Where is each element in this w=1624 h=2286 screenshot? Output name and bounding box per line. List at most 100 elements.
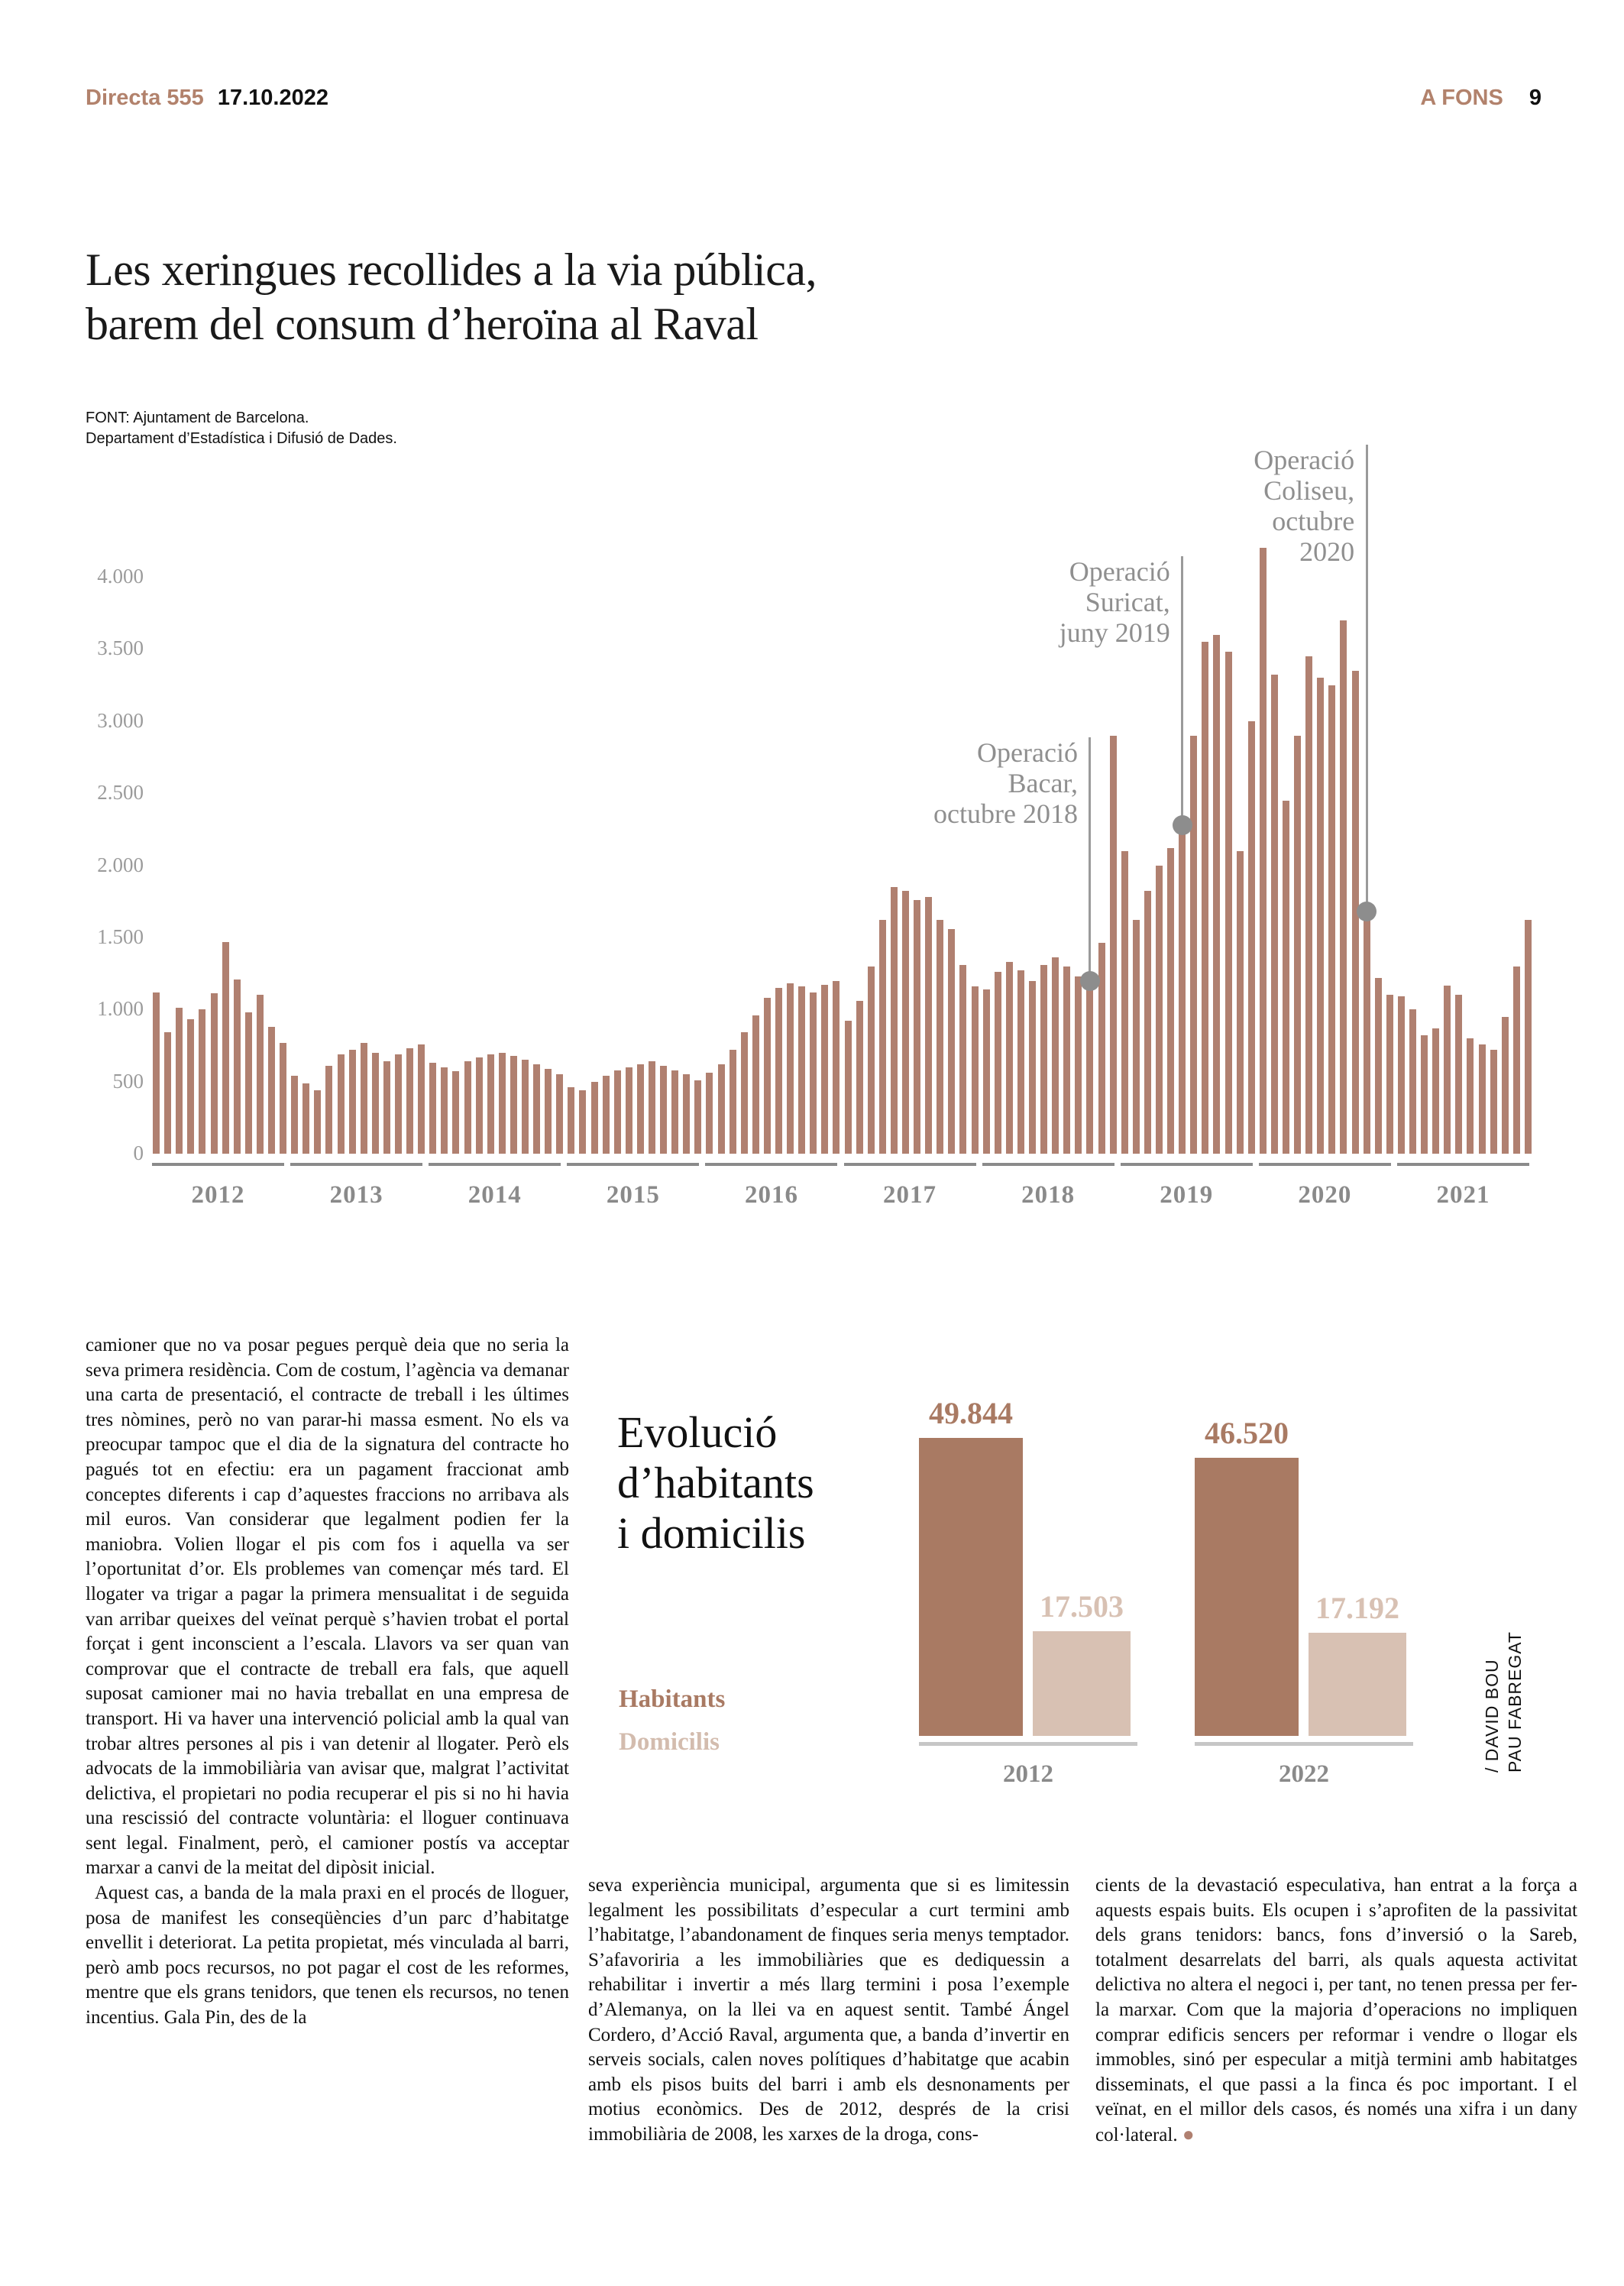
month-bar <box>1512 966 1520 1154</box>
month-bar <box>579 1090 587 1154</box>
article-headline: Les xeringues recollides a la via públic… <box>86 243 1231 351</box>
month-bar <box>475 1057 483 1154</box>
article-column-3: cients de la devastació especulativa, ha… <box>1095 1873 1577 2148</box>
month-bar <box>763 998 771 1154</box>
month-bar <box>1524 920 1532 1154</box>
x-axis-year-segment <box>290 1163 423 1166</box>
month-bar <box>671 1070 679 1154</box>
month-bar <box>1132 920 1140 1154</box>
month-bar <box>210 993 218 1154</box>
month-bar <box>533 1064 541 1154</box>
month-bar <box>510 1055 517 1154</box>
annotation-label-line: juny 2019 <box>1059 617 1170 648</box>
month-bar <box>394 1054 402 1154</box>
x-axis-year-label: 2018 <box>1021 1181 1076 1209</box>
month-bar <box>222 941 229 1154</box>
month-bar <box>244 1012 252 1154</box>
x-axis-year-label: 2012 <box>191 1181 245 1209</box>
month-bar <box>1397 996 1405 1154</box>
annotation-label: Operació Suricat, juny 2019 <box>895 556 1170 648</box>
month-bar <box>418 1044 425 1154</box>
month-bar <box>1144 891 1151 1154</box>
month-bar <box>429 1063 437 1154</box>
mini-title-line-2: d’habitants <box>617 1458 814 1507</box>
month-bar <box>1109 735 1117 1154</box>
month-bar <box>1421 1035 1428 1154</box>
month-bar <box>1179 824 1186 1154</box>
month-bar <box>1490 1050 1497 1154</box>
month-bar <box>1202 641 1209 1154</box>
month-bar <box>383 1061 390 1154</box>
annotation-label: Operació Bacar, octubre 2018 <box>803 737 1078 829</box>
month-bar <box>1283 800 1290 1154</box>
annotation-label-line: Operació <box>1069 556 1170 587</box>
month-bar <box>452 1071 460 1154</box>
y-axis-tick-label: 1.000 <box>97 997 144 1021</box>
credit-line-2: PAU FABREGAT <box>1505 1631 1525 1773</box>
month-bar <box>1363 911 1370 1154</box>
month-bar <box>590 1081 598 1154</box>
month-bar <box>1224 652 1232 1154</box>
x-axis-year-segment <box>982 1163 1114 1166</box>
month-bar <box>545 1068 552 1154</box>
section-name: A FONS <box>1420 86 1503 110</box>
month-bar <box>660 1065 668 1154</box>
headline-line-1: Les xeringues recollides a la via públic… <box>86 244 817 295</box>
domicilis-value-label: 17.192 <box>1315 1591 1399 1626</box>
source-line-1: FONT: Ajuntament de Barcelona. <box>86 410 309 426</box>
month-bar <box>498 1052 506 1154</box>
x-axis-year-label: 2017 <box>883 1181 937 1209</box>
annotation-label-line: octubre <box>1272 506 1355 536</box>
month-bar <box>914 899 921 1154</box>
page-number: 9 <box>1529 86 1542 110</box>
month-bar <box>406 1048 414 1154</box>
month-bar <box>1478 1044 1486 1154</box>
month-bar <box>325 1065 333 1154</box>
month-bar <box>810 992 817 1154</box>
y-axis-tick-label: 2.000 <box>97 853 144 876</box>
annotation-line <box>1365 445 1368 911</box>
month-bar <box>1213 634 1221 1154</box>
domicilis-value-label: 17.503 <box>1040 1589 1124 1624</box>
month-bar <box>337 1054 345 1154</box>
month-bar <box>1501 1016 1509 1154</box>
month-bar <box>568 1087 575 1154</box>
month-bar <box>1270 675 1278 1154</box>
x-axis-year-label: 2013 <box>329 1181 383 1209</box>
credit-line-1: / DAVID BOU <box>1482 1659 1502 1773</box>
month-bar <box>971 986 979 1154</box>
brand-logo: Directa 555 <box>86 86 204 110</box>
x-axis-year-segment <box>429 1163 561 1166</box>
annotation-label-line: Operació <box>977 737 1078 768</box>
month-bar <box>959 964 967 1154</box>
month-bar <box>1328 685 1336 1154</box>
y-axis-tick-label: 1.500 <box>97 924 144 948</box>
month-bar <box>291 1076 299 1154</box>
month-bar <box>280 1042 287 1154</box>
month-bar <box>613 1070 621 1154</box>
mini-chart-year-label: 2022 <box>1279 1760 1329 1788</box>
month-bar <box>982 989 990 1154</box>
month-bar <box>694 1080 702 1154</box>
article-end-mark: ● <box>1182 2122 1195 2145</box>
habitants-bar <box>1195 1458 1299 1736</box>
month-bar <box>1247 720 1255 1154</box>
month-bar <box>199 1009 206 1154</box>
x-axis-year-segment <box>567 1163 700 1166</box>
month-bar <box>267 1026 275 1154</box>
x-axis-year-segment <box>1120 1163 1253 1166</box>
habitants-value-label: 46.520 <box>1205 1416 1289 1450</box>
month-bar <box>187 1019 195 1154</box>
paragraph: cients de la devastació especulativa, ha… <box>1095 1873 1577 2148</box>
month-bar <box>1167 847 1175 1154</box>
page-header: Directa 555 17.10.2022 A FONS 9 <box>86 86 1542 116</box>
month-bar <box>890 886 898 1154</box>
month-bar <box>1340 620 1347 1154</box>
paragraph: camioner que no va posar pegues perquè d… <box>86 1335 569 1879</box>
x-axis-year-label: 2014 <box>467 1181 522 1209</box>
month-bar <box>521 1060 529 1154</box>
month-bar <box>1432 1028 1440 1154</box>
chart-source-note: FONT: Ajuntament de Barcelona. Departame… <box>86 408 620 449</box>
month-bar <box>925 897 933 1154</box>
month-bar <box>1317 678 1325 1154</box>
